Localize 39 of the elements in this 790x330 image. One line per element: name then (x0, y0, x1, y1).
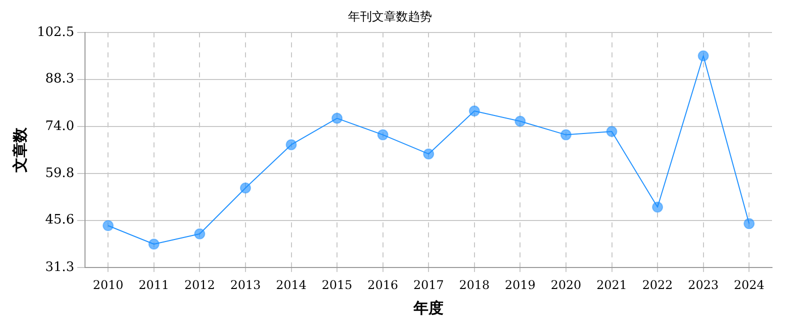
point (423, 148, 434, 160)
x-tick-label: 2014 (276, 278, 307, 292)
x-tick-label: 2022 (642, 278, 673, 292)
y-tick-label: 88.3 (45, 72, 74, 87)
point (744, 218, 755, 230)
x-tick-label: 2018 (459, 278, 490, 292)
x-tick-label: 2013 (230, 278, 261, 292)
x-tick-label: 2015 (322, 278, 352, 292)
x-tick-label: 2024 (734, 278, 765, 292)
chart-title: 年刊文章数趋势 (348, 9, 432, 24)
point (698, 50, 709, 62)
y-tick-label: 45.6 (45, 212, 74, 228)
point (514, 116, 526, 127)
x-tick-label: 2016 (368, 278, 398, 292)
point (148, 238, 160, 250)
y-tick-label: 74.0 (45, 118, 74, 134)
x-tick-label: 2010 (92, 278, 124, 292)
point (377, 129, 388, 140)
x-tick-label: 2011 (138, 278, 170, 292)
x-tick-label: 2012 (184, 278, 215, 292)
x-tick-label: 2021 (596, 278, 628, 292)
y-axis-title: 文章数 (10, 126, 29, 174)
point (652, 202, 664, 213)
y-tick-label: 31.3 (45, 260, 74, 275)
x-tick-label: 2017 (413, 278, 444, 292)
x-axis-title: 年度 (412, 298, 444, 317)
y-tick-label: 59.8 (45, 166, 74, 181)
x-tick-label: 2020 (550, 278, 582, 292)
point (468, 106, 480, 117)
point (606, 126, 618, 137)
point (560, 129, 572, 140)
y-tick-label: 102.5 (37, 24, 74, 40)
point (286, 139, 297, 150)
point (194, 228, 206, 240)
point (102, 220, 114, 232)
x-tick-label: 2019 (504, 278, 536, 292)
point (240, 182, 251, 194)
x-tick-label: 2023 (688, 278, 719, 292)
point (332, 112, 343, 124)
